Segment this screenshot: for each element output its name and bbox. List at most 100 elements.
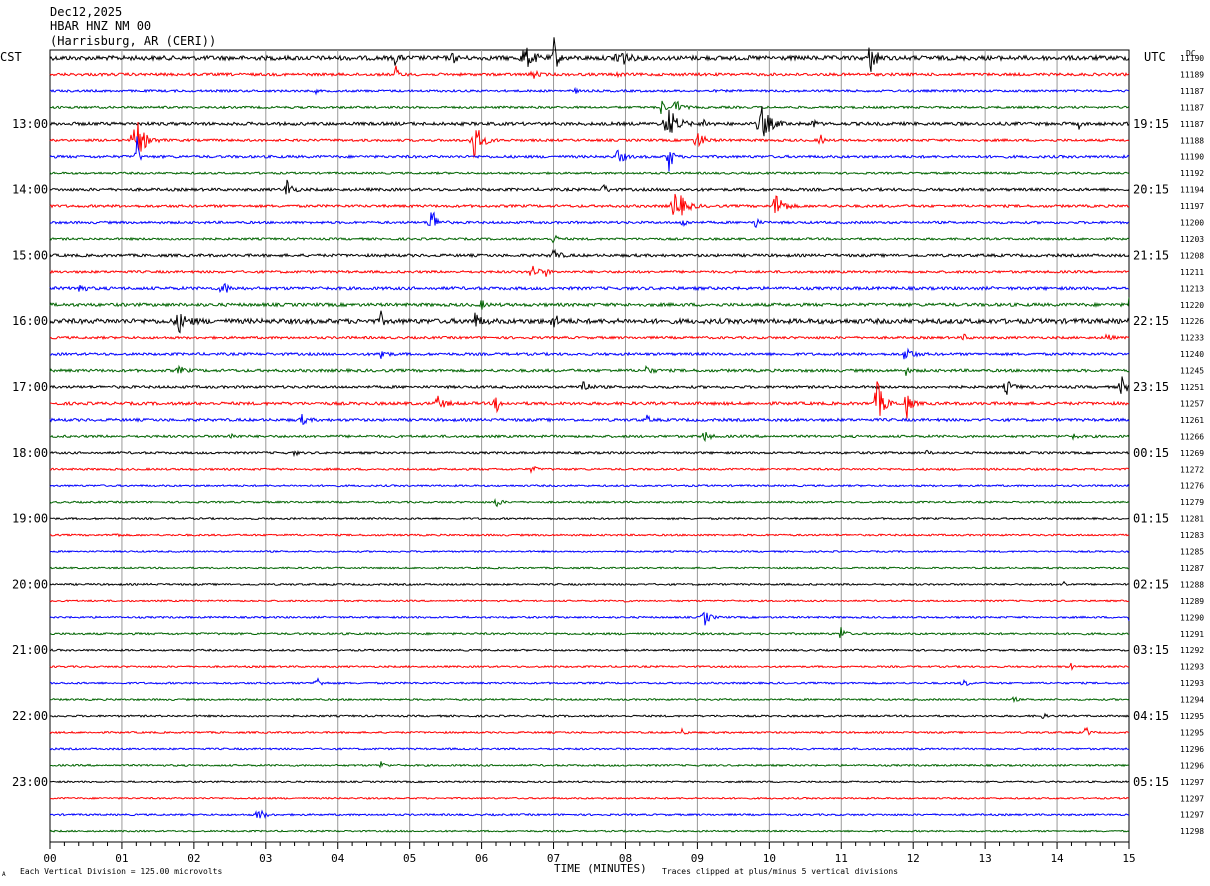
dc-offset-label: 11190 xyxy=(1180,54,1204,63)
seismic-trace xyxy=(49,533,1130,538)
station-location: (Harrisburg, AR (CERI)) xyxy=(50,34,217,48)
dc-offset-label: 11189 xyxy=(1180,70,1204,79)
seismic-trace xyxy=(49,106,1130,137)
cst-hour-label: 23:00 xyxy=(12,775,48,789)
station-code: HBAR HNZ NM 00 xyxy=(50,19,152,33)
dc-offset-label: 11281 xyxy=(1180,515,1204,524)
dc-offset-label: 11296 xyxy=(1180,745,1204,754)
seismic-trace xyxy=(49,599,1130,603)
plot-date: Dec12,2025 xyxy=(50,5,123,19)
x-tick-label: 11 xyxy=(835,852,848,865)
cst-hour-label: 16:00 xyxy=(12,314,48,328)
dc-offset-label: 11292 xyxy=(1180,646,1204,655)
dc-offset-label: 11294 xyxy=(1180,696,1204,705)
dc-offset-label: 11211 xyxy=(1180,268,1204,277)
corner-mark: A xyxy=(2,871,6,878)
dc-offset-label: 11187 xyxy=(1180,103,1204,112)
seismic-trace xyxy=(49,234,1130,244)
seismic-trace xyxy=(49,780,1130,784)
dc-offset-label: 11297 xyxy=(1180,778,1204,787)
cst-hour-label: 22:00 xyxy=(12,709,48,723)
utc-hour-label: 02:15 xyxy=(1133,577,1169,591)
seismic-trace xyxy=(49,193,1130,216)
seismic-trace xyxy=(49,627,1130,639)
dc-offset-label: 11279 xyxy=(1180,498,1204,507)
left-axis-title: CST xyxy=(0,50,22,64)
clip-note: Traces clipped at plus/minus 5 vertical … xyxy=(662,867,899,876)
cst-hour-label: 18:00 xyxy=(12,446,48,460)
x-tick-label: 02 xyxy=(187,852,200,865)
dc-offset-label: 11266 xyxy=(1180,432,1204,441)
utc-hour-label: 19:15 xyxy=(1133,117,1169,131)
x-tick-label: 14 xyxy=(1050,852,1064,865)
x-tick-label: 07 xyxy=(547,852,560,865)
seismic-trace xyxy=(49,677,1130,687)
seismic-trace xyxy=(49,761,1130,769)
dc-offset-label: 11287 xyxy=(1180,564,1204,573)
x-tick-label: 09 xyxy=(691,852,704,865)
dc-offset-label: 11187 xyxy=(1180,120,1204,129)
utc-hour-label: 22:15 xyxy=(1133,314,1169,328)
seismic-trace xyxy=(50,381,1130,419)
x-tick-label: 03 xyxy=(259,852,272,865)
x-tick-label: 01 xyxy=(115,852,128,865)
seismic-trace xyxy=(49,829,1130,833)
seismic-trace xyxy=(49,580,1130,587)
x-tick-label: 05 xyxy=(403,852,416,865)
cst-hour-label: 19:00 xyxy=(12,512,48,526)
dc-offset-label: 11298 xyxy=(1180,827,1204,836)
dc-offset-label: 11289 xyxy=(1180,597,1204,606)
x-tick-label: 15 xyxy=(1122,852,1135,865)
x-tick-label: 04 xyxy=(331,852,345,865)
utc-hour-label: 01:15 xyxy=(1133,512,1169,526)
dc-offset-label: 11240 xyxy=(1180,350,1204,359)
x-tick-label: 08 xyxy=(619,852,632,865)
dc-offset-label: 11245 xyxy=(1180,367,1204,376)
dc-offset-label: 11220 xyxy=(1180,301,1204,310)
dc-offset-label: 11208 xyxy=(1180,251,1204,260)
seismic-trace xyxy=(49,497,1130,508)
dc-offset-label: 11233 xyxy=(1180,334,1204,343)
seismic-trace xyxy=(49,413,1130,426)
seismic-trace xyxy=(49,611,1130,626)
seismic-trace xyxy=(49,376,1130,395)
cst-hour-label: 15:00 xyxy=(12,248,48,262)
seismic-trace xyxy=(49,662,1130,671)
seismic-trace xyxy=(49,171,1130,176)
dc-offset-label: 11187 xyxy=(1180,87,1204,96)
dc-offset-label: 11269 xyxy=(1180,449,1204,458)
dc-label: DC xyxy=(1186,49,1196,58)
seismic-trace xyxy=(49,310,1130,334)
right-axis-title: UTC xyxy=(1144,50,1166,64)
seismic-trace xyxy=(49,347,1130,360)
seismic-trace xyxy=(49,265,1130,277)
seismic-trace xyxy=(49,549,1130,554)
dc-offset-label: 11293 xyxy=(1180,679,1204,688)
seismic-trace xyxy=(49,136,1130,172)
utc-hour-label: 05:15 xyxy=(1133,775,1169,789)
seismic-trace xyxy=(49,747,1130,751)
seismic-trace xyxy=(49,211,1130,229)
utc-hour-label: 21:15 xyxy=(1133,248,1169,262)
seismic-trace xyxy=(49,364,1130,376)
seismic-trace xyxy=(49,100,1130,114)
dc-offset-label: 11203 xyxy=(1180,235,1204,244)
seismic-trace xyxy=(49,483,1130,488)
dc-offset-label: 11288 xyxy=(1180,580,1204,589)
dc-offset-label: 11276 xyxy=(1180,482,1204,491)
seismic-trace xyxy=(49,712,1130,720)
dc-offset-label: 11290 xyxy=(1180,613,1204,622)
dc-offset-label: 11296 xyxy=(1180,761,1204,770)
utc-hour-label: 20:15 xyxy=(1133,183,1169,197)
dc-offset-label: 11295 xyxy=(1180,728,1204,737)
plot-frame xyxy=(49,49,1130,843)
x-tick-label: 00 xyxy=(43,852,56,865)
dc-offset-label: 11197 xyxy=(1180,202,1204,211)
dc-offset-label: 11200 xyxy=(1180,219,1204,228)
seismic-trace xyxy=(49,37,1130,72)
seismic-trace xyxy=(49,809,1130,820)
seismic-trace xyxy=(49,282,1130,293)
dc-offset-label: 11190 xyxy=(1180,153,1204,162)
scale-note: Each Vertical Division = 125.00 microvol… xyxy=(20,867,223,876)
dc-offset-label: 11226 xyxy=(1180,317,1204,326)
